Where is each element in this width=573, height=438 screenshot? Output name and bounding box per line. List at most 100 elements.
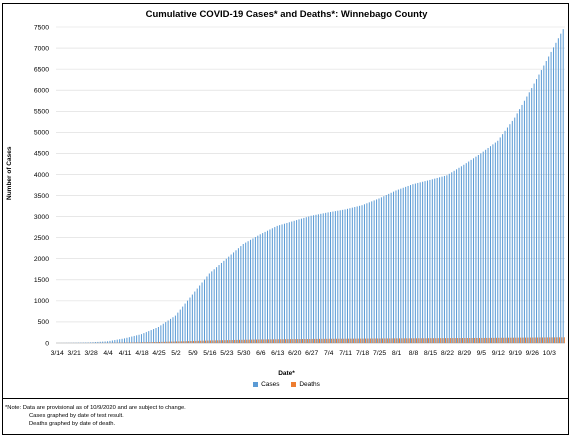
- y-tick-label: 1500: [34, 277, 49, 284]
- bar-cases: [170, 318, 172, 343]
- bar-cases: [448, 173, 450, 343]
- bar-cases: [506, 127, 508, 343]
- bar-cases: [155, 328, 157, 343]
- bar-cases: [94, 342, 96, 343]
- bar-deaths: [258, 339, 260, 343]
- bar-deaths: [248, 339, 250, 343]
- bar-cases: [562, 29, 564, 344]
- bar-cases: [291, 221, 293, 343]
- bar-deaths: [168, 341, 170, 343]
- bar-cases: [366, 203, 368, 343]
- bar-cases: [104, 341, 106, 343]
- bar-deaths: [394, 338, 396, 343]
- bar-cases: [429, 179, 431, 343]
- bar-deaths: [549, 337, 551, 343]
- bar-deaths: [231, 340, 233, 343]
- x-tick-label: 4/11: [119, 350, 132, 357]
- bar-cases: [320, 213, 322, 343]
- bar-deaths: [265, 339, 267, 343]
- bar-deaths: [200, 340, 202, 343]
- bar-cases: [545, 61, 547, 343]
- bar-cases: [148, 331, 150, 343]
- x-tick-label: 7/4: [324, 350, 334, 357]
- bar-deaths: [326, 338, 328, 343]
- bar-deaths: [449, 338, 451, 343]
- bar-cases: [276, 225, 278, 343]
- bar-cases: [337, 210, 339, 343]
- bar-cases: [439, 177, 441, 343]
- y-tick-label: 4500: [34, 151, 49, 158]
- bar-deaths: [425, 338, 427, 343]
- bar-cases: [293, 220, 295, 343]
- bar-deaths: [515, 337, 517, 343]
- bar-deaths: [212, 340, 214, 343]
- bar-cases: [300, 218, 302, 343]
- bar-deaths: [406, 338, 408, 343]
- bar-cases: [344, 209, 346, 343]
- bar-cases: [409, 185, 412, 343]
- bar-cases: [262, 233, 264, 343]
- bar-deaths: [401, 338, 403, 343]
- bar-cases: [492, 144, 494, 343]
- bar-deaths: [408, 338, 410, 343]
- bar-cases: [436, 177, 438, 343]
- bar-deaths: [532, 337, 534, 343]
- bar-deaths: [525, 337, 527, 343]
- bar-cases: [388, 193, 390, 343]
- bar-deaths: [357, 338, 359, 343]
- chart-title: Cumulative COVID-19 Cases* and Deaths*: …: [145, 9, 428, 20]
- bar-deaths: [556, 337, 558, 343]
- bar-cases: [325, 212, 327, 343]
- bar-deaths: [498, 337, 500, 343]
- x-tick-label: 5/16: [203, 350, 216, 357]
- y-tick-label: 3000: [34, 214, 49, 221]
- bar-cases: [218, 265, 220, 343]
- bar-cases: [536, 79, 538, 343]
- bar-deaths: [178, 341, 180, 343]
- bar-deaths: [207, 340, 209, 343]
- bar-deaths: [340, 338, 342, 343]
- bar-cases: [477, 155, 479, 343]
- bar-cases: [373, 200, 375, 343]
- bar-cases: [121, 338, 123, 343]
- bar-deaths: [478, 337, 480, 343]
- x-tick-label: 5/2: [171, 350, 181, 357]
- bar-cases: [230, 254, 232, 343]
- bar-deaths: [289, 339, 291, 343]
- y-axis-title: Number of Cases: [6, 146, 13, 200]
- bar-deaths: [348, 338, 350, 343]
- bar-cases: [407, 185, 409, 343]
- bar-cases: [395, 190, 397, 343]
- bar-deaths: [527, 337, 529, 343]
- bar-cases: [359, 205, 361, 343]
- bar-cases: [528, 92, 530, 343]
- bar-deaths: [442, 338, 444, 343]
- x-tick-label: 4/4: [103, 350, 113, 357]
- bar-cases: [182, 306, 184, 343]
- bar-deaths: [352, 338, 354, 343]
- bar-deaths: [534, 337, 536, 343]
- bar-deaths: [185, 341, 187, 343]
- bar-deaths: [471, 337, 473, 343]
- bar-cases: [140, 334, 142, 343]
- bar-deaths: [428, 338, 430, 343]
- bar-cases: [414, 183, 416, 343]
- bar-cases: [160, 325, 162, 343]
- bar-cases: [557, 38, 559, 343]
- bar-deaths: [389, 338, 391, 343]
- bar-deaths: [539, 337, 541, 343]
- bar-deaths: [294, 339, 296, 343]
- bar-cases: [136, 335, 138, 343]
- bar-deaths: [423, 338, 425, 343]
- bar-deaths: [522, 337, 524, 343]
- bar-deaths: [171, 341, 173, 343]
- bar-cases: [463, 164, 465, 343]
- x-tick-label: 6/27: [305, 350, 318, 357]
- bar-deaths: [529, 337, 531, 343]
- bar-deaths: [146, 342, 148, 343]
- bar-deaths: [537, 337, 539, 343]
- bar-deaths: [411, 338, 413, 343]
- bar-deaths: [139, 342, 141, 343]
- bar-cases: [363, 204, 365, 343]
